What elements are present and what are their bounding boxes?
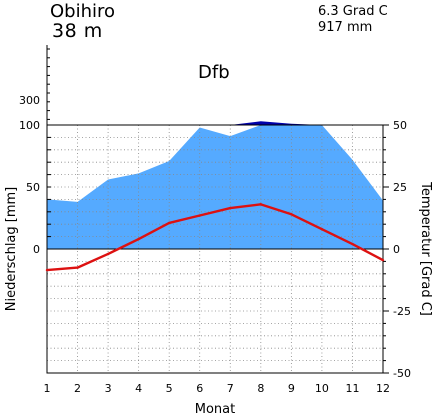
temp-tick-label: 50 xyxy=(393,119,407,132)
month-tick-label: 8 xyxy=(257,382,264,395)
temperature-point xyxy=(106,252,110,256)
station-name: Obihiro xyxy=(50,1,116,22)
temp-tick-label: -50 xyxy=(393,367,411,380)
month-tick-label: 3 xyxy=(105,382,112,395)
temperature-point xyxy=(351,242,354,246)
month-tick-label: 12 xyxy=(376,382,390,395)
annual-mean-temperature: 6.3 Grad C xyxy=(318,4,388,19)
month-tick-label: 11 xyxy=(345,382,359,395)
month-tick-label: 2 xyxy=(74,382,81,395)
station-elevation: 38 m xyxy=(52,20,103,42)
annual-precipitation: 917 mm xyxy=(318,20,373,35)
temp-axis-label: Temperatur [Grad C] xyxy=(418,181,433,316)
month-tick-label: 7 xyxy=(227,382,234,395)
temperature-point xyxy=(259,203,263,206)
temperature-point xyxy=(76,266,79,269)
x-axis-label: Monat xyxy=(195,402,235,416)
temperature-line xyxy=(46,203,384,272)
precip-tick-label: 100 xyxy=(19,119,40,132)
temperature-point xyxy=(167,221,171,225)
precip-tick-label: 50 xyxy=(26,181,40,194)
month-tick-label: 10 xyxy=(315,382,329,395)
precip-tick-label: 0 xyxy=(33,243,40,256)
temp-tick-label: 0 xyxy=(393,243,400,256)
temp-tick-label: 25 xyxy=(393,181,407,194)
precipitation-excess-area xyxy=(47,121,383,125)
precip-axis-label: Niederschlag [mm] xyxy=(4,187,19,312)
temperature-point xyxy=(198,214,201,217)
month-tick-label: 4 xyxy=(135,382,142,395)
month-tick-label: 9 xyxy=(288,382,295,395)
temperature-point xyxy=(381,258,385,262)
temperature-point xyxy=(137,237,140,241)
grid xyxy=(47,125,383,374)
climate-classification: Dfb xyxy=(198,62,230,83)
month-tick-label: 6 xyxy=(196,382,203,395)
temperature-point xyxy=(320,227,324,231)
month-tick-label: 1 xyxy=(44,382,51,395)
temperature-point xyxy=(45,268,49,272)
temperature-point xyxy=(229,206,232,210)
month-tick-label: 5 xyxy=(166,382,173,395)
temperature-point xyxy=(290,213,293,216)
precip-tick-label: 300 xyxy=(19,94,40,107)
temp-tick-label: -25 xyxy=(393,305,411,318)
